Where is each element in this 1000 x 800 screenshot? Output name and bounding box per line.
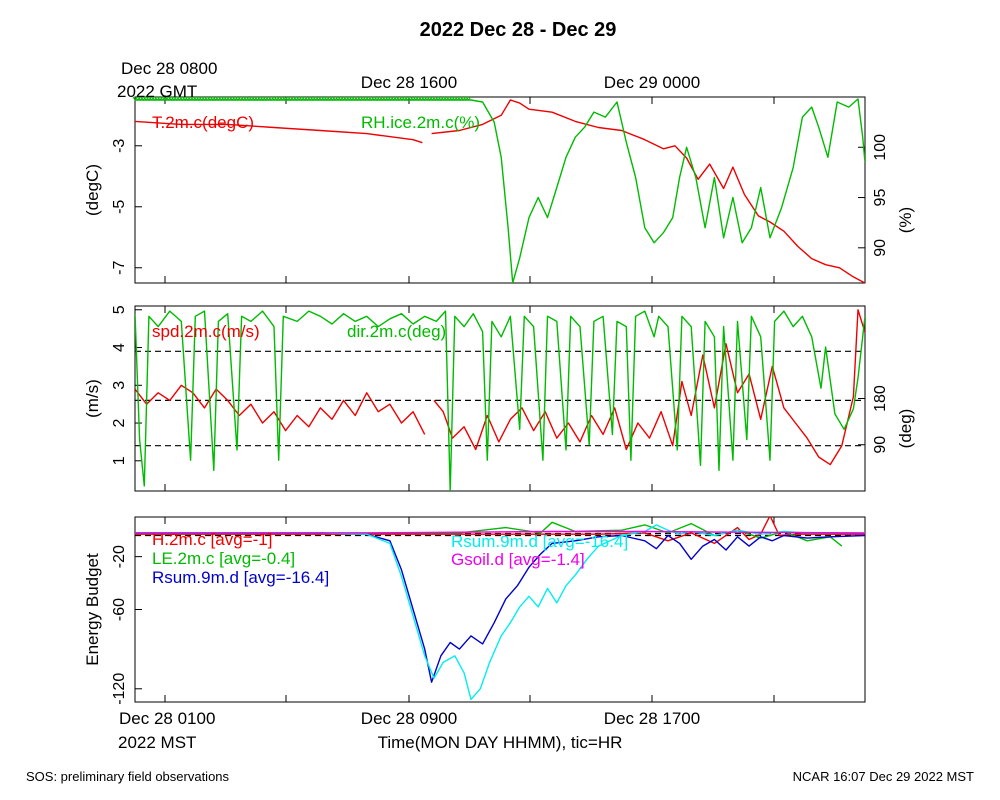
y-tick-label: 95 xyxy=(872,189,889,207)
bottom-axis-label: Dec 28 1700 xyxy=(604,709,700,728)
bottom-axis-first-sublabel: 2022 MST xyxy=(118,733,196,752)
y-tick-label: -5 xyxy=(111,200,128,214)
y-tick-label: 2 xyxy=(111,418,128,427)
legend-label: T.2m.c(degC) xyxy=(152,113,254,132)
legend-label: H.2m.c [avg=-1] xyxy=(152,530,272,549)
series-line xyxy=(135,532,865,683)
legend-label: Rsum.9m.d [avg=-16.4] xyxy=(451,532,628,551)
series-line xyxy=(135,517,865,545)
top-axis-label: Dec 28 1600 xyxy=(361,73,457,92)
y-axis-title: (%) xyxy=(896,207,915,233)
y-tick-label: 90 xyxy=(872,436,889,454)
y-tick-label: 100 xyxy=(872,134,889,161)
y-tick-label: -60 xyxy=(111,598,128,621)
legend-label: Gsoil.d [avg=-1.4] xyxy=(451,550,585,569)
y-axis-title: Energy Budget xyxy=(83,553,102,666)
bottom-axis-first-label: Dec 28 0100 xyxy=(119,709,215,728)
y-axis-title: (degC) xyxy=(83,164,102,216)
y-axis-title: (m/s) xyxy=(83,379,102,418)
y-tick-label: 180 xyxy=(872,385,889,412)
legend-label: LE.2m.c [avg=-0.4] xyxy=(152,549,295,568)
legend-label: RH.ice.2m.c(%) xyxy=(361,113,480,132)
temperature-humidity-panel: -3 -5 -7 (degC) 100 95 90 (%) xyxy=(83,96,915,284)
top-axis-first-label: Dec 28 0800 xyxy=(121,59,217,78)
legend-label: dir.2m.c(deg) xyxy=(347,322,446,341)
chart-title: 2022 Dec 28 - Dec 29 xyxy=(420,19,617,41)
y-tick-label: -120 xyxy=(111,673,128,705)
y-axis-title: (deg) xyxy=(896,409,915,449)
series-line xyxy=(433,309,865,466)
series-line xyxy=(135,310,865,491)
footer-left: SOS: preliminary field observations xyxy=(26,769,230,784)
plot-frame xyxy=(134,96,866,284)
y-tick-label: 90 xyxy=(872,239,889,257)
y-tick-label: 3 xyxy=(111,381,128,390)
saturation-marker xyxy=(466,96,472,101)
series-line xyxy=(431,99,865,283)
bottom-axis-label: Dec 28 0900 xyxy=(361,709,457,728)
y-tick-label: 1 xyxy=(111,456,128,465)
y-tick-label: -20 xyxy=(111,545,128,568)
y-tick-label: 4 xyxy=(111,343,128,352)
y-tick-label: 5 xyxy=(111,305,128,314)
top-axis-label: Dec 29 0000 xyxy=(604,73,700,92)
y-tick-label: -3 xyxy=(111,139,128,153)
energy-budget-panel: -20 -60 -120 Energy Budget xyxy=(83,516,866,705)
y-tick-label: -7 xyxy=(111,261,128,275)
legend-label: spd.2m.c(m/s) xyxy=(152,322,260,341)
series-line xyxy=(135,98,865,283)
series-line xyxy=(135,120,423,144)
footer-right: NCAR 16:07 Dec 29 2022 MST xyxy=(793,769,974,784)
legend-label: Rsum.9m.d [avg=-16.4] xyxy=(152,568,329,587)
x-axis-title: Time(MON DAY HHMM), tic=HR xyxy=(378,733,623,752)
wind-panel: 5 4 3 2 1 (m/s) 180 90 (deg) xyxy=(83,305,915,492)
series-line xyxy=(135,530,865,534)
top-axis-first-sublabel: 2022 GMT xyxy=(117,82,197,101)
